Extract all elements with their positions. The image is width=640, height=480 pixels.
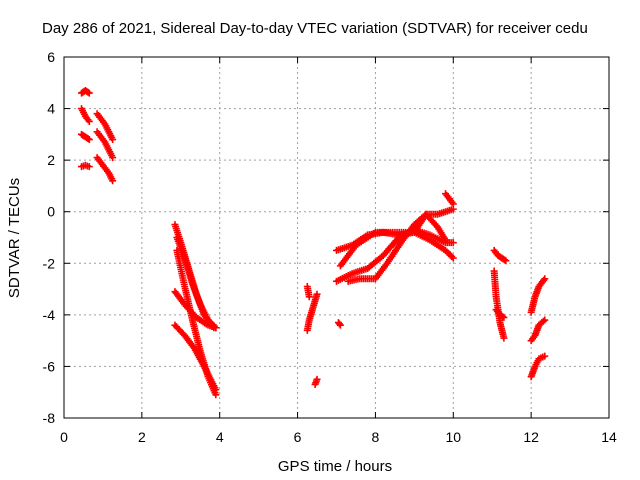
x-tick-label: 2 xyxy=(138,429,146,445)
data-point xyxy=(109,136,117,144)
x-tick-label: 0 xyxy=(60,429,68,445)
chart-title: Day 286 of 2021, Sidereal Day-to-day VTE… xyxy=(42,20,588,37)
data-point xyxy=(84,88,92,96)
data-point xyxy=(442,236,449,244)
y-tick-label: 0 xyxy=(47,204,55,220)
data-point xyxy=(502,257,510,265)
x-tick-label: 12 xyxy=(523,429,539,445)
x-tick-label: 10 xyxy=(445,429,461,445)
grid-lines xyxy=(64,57,609,418)
y-tick-label: 4 xyxy=(47,101,55,117)
data-point xyxy=(85,89,93,97)
plot-frame xyxy=(63,56,610,419)
data-point xyxy=(499,313,507,321)
y-tick-label: 2 xyxy=(47,152,55,168)
data-point xyxy=(109,177,117,185)
data-point xyxy=(84,135,92,143)
data-point xyxy=(212,324,220,332)
data-point xyxy=(336,321,344,329)
y-tick-label: -8 xyxy=(43,410,56,426)
data-point xyxy=(500,313,508,321)
x-tick-label: 4 xyxy=(216,429,224,445)
x-tick-label: 6 xyxy=(294,429,302,445)
data-point xyxy=(313,375,321,383)
data-point xyxy=(313,290,321,298)
data-point xyxy=(109,154,117,162)
data-series xyxy=(78,87,549,399)
y-tick-label: 6 xyxy=(47,49,55,65)
data-point xyxy=(85,117,93,125)
data-point xyxy=(85,163,93,171)
data-point xyxy=(500,334,508,342)
data-point xyxy=(212,386,220,394)
data-point xyxy=(335,320,343,328)
data-point xyxy=(539,317,547,325)
data-point xyxy=(541,316,549,324)
y-tick-label: -6 xyxy=(43,358,56,374)
x-tick-label: 8 xyxy=(372,429,380,445)
data-point xyxy=(449,239,457,247)
y-tick-label: -2 xyxy=(43,255,56,271)
x-tick-label: 14 xyxy=(601,429,617,445)
data-point xyxy=(449,200,457,208)
data-point xyxy=(449,254,457,262)
x-axis-label: GPS time / hours xyxy=(278,458,392,475)
data-point xyxy=(541,352,549,360)
y-axis-label: SDTVAR / TECUs xyxy=(6,178,23,298)
data-point xyxy=(85,136,93,144)
data-point xyxy=(501,256,509,264)
data-point xyxy=(541,275,549,283)
y-tick-label: -4 xyxy=(43,307,56,323)
data-point xyxy=(305,293,313,301)
axis-ticks: 0 2 4 6 8 10 12 14 -8 -6 -4 -2 0 2 4 6 xyxy=(43,49,617,445)
